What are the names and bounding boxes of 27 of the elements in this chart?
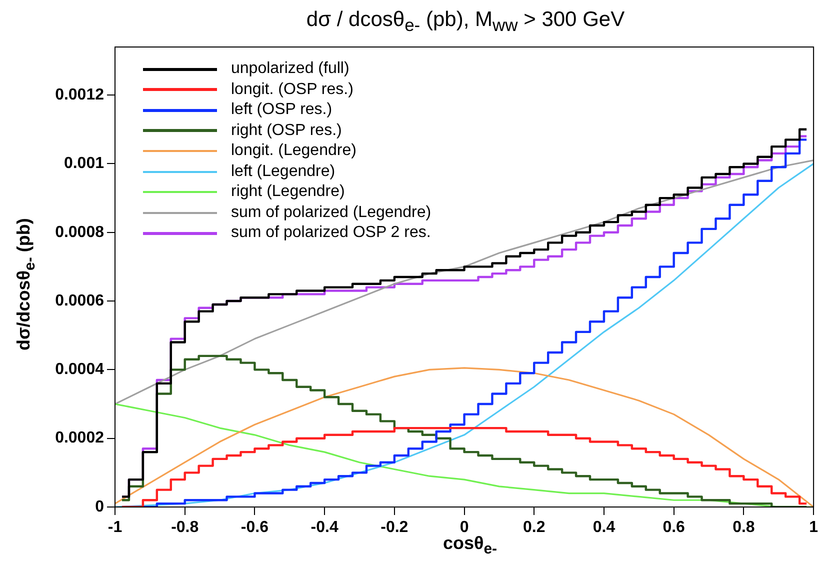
y-tick-label: 0.0012	[55, 86, 104, 104]
y-tick-label: 0.0002	[55, 430, 104, 447]
legend-label: longit. (OSP res.)	[231, 80, 354, 100]
x-tick-label: -0.4	[310, 519, 338, 536]
legend-label: right (OSP res.)	[231, 120, 342, 140]
legend-label: right (Legendre)	[231, 182, 345, 202]
x-tick-label: -0.2	[380, 519, 408, 536]
x-tick-label: 0.2	[523, 519, 546, 536]
legend-label: left (Legendre)	[231, 162, 336, 182]
x-tick-label: 0.6	[662, 519, 686, 536]
y-tick-label: 0.0006	[55, 292, 104, 310]
y-tick-label: 0.0004	[55, 361, 104, 378]
legend-label: sum of polarized (Legendre)	[231, 202, 432, 222]
x-tick-label: 0.4	[592, 519, 616, 536]
y-tick-label: 0.001	[64, 155, 104, 172]
x-tick-label: -0.8	[171, 519, 199, 536]
legend-label: unpolarized (full)	[231, 59, 350, 79]
legend-label: sum of polarized OSP 2 res.	[231, 223, 431, 243]
legend-label: left (OSP res.)	[231, 100, 332, 120]
y-tick-label: 0	[95, 498, 104, 516]
x-tick-label: -0.6	[240, 519, 269, 536]
x-tick-label: 1	[809, 519, 818, 536]
y-tick-label: 0.0008	[55, 224, 104, 241]
legend-label: longit. (Legendre)	[231, 141, 356, 161]
x-tick-label: 0.8	[732, 519, 755, 536]
chart-title: dσ / dcosθ$_{e-}$ (pb), M$_{ww}$ > 300 GeV	[305, 8, 626, 36]
x-tick-label: -1	[108, 519, 122, 536]
